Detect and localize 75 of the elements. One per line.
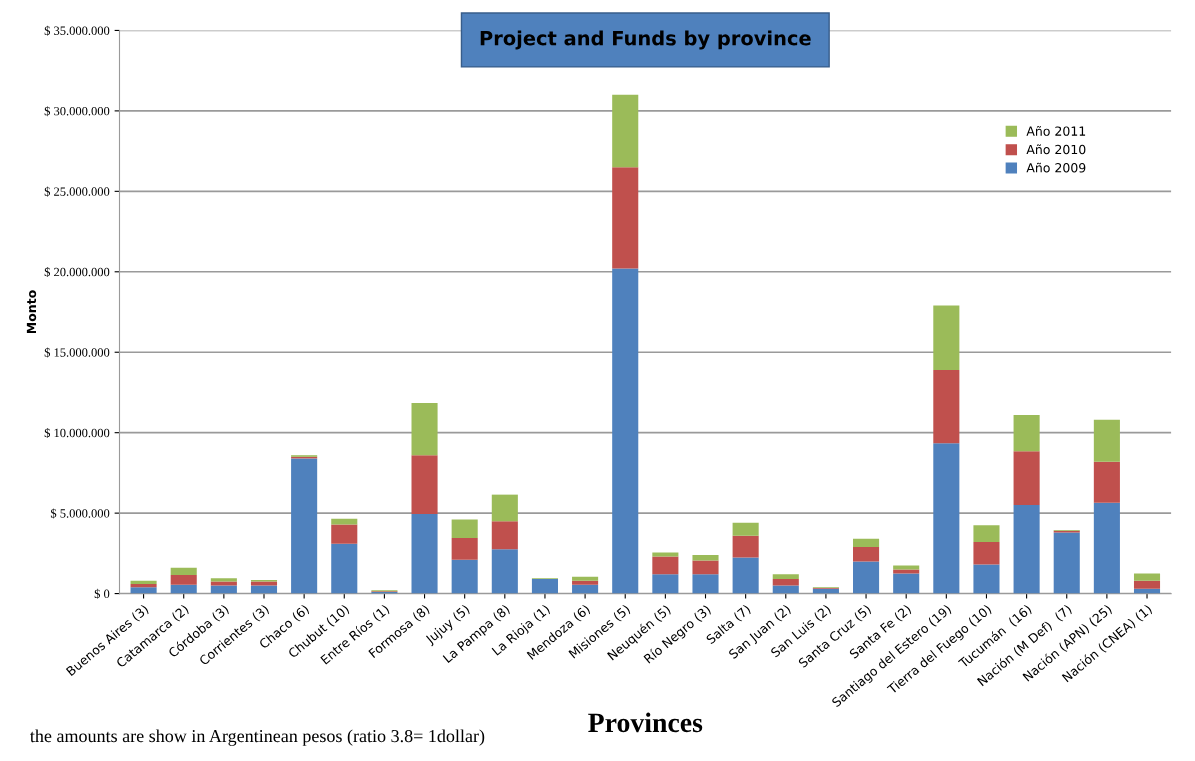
y-axis-title: Monto [26,290,37,334]
bar [451,559,478,594]
bar [732,557,759,594]
bar [933,369,960,444]
bar [331,543,358,594]
bar [853,546,880,562]
bar [210,581,237,586]
bar [411,455,438,514]
bar [291,458,318,594]
bar [170,575,197,585]
bar [130,580,157,584]
bar [692,554,719,561]
bar [491,521,518,550]
y-tick-label: $ 15.000.000 [44,347,110,358]
legend-label: Año 2009 [1026,162,1086,173]
chart-title: Project and Funds by province [480,30,811,50]
bar [692,574,719,594]
y-tick-label: $ 10.000.000 [44,427,110,438]
bar [572,584,599,594]
bar [853,538,880,547]
bar [331,524,358,544]
bar [210,578,237,582]
bar [451,519,478,539]
y-tick-label: $ 30.000.000 [44,106,110,117]
bar [572,580,599,585]
x-axis-title: Provinces [588,712,703,733]
bar [853,561,880,594]
bar [1093,502,1120,594]
bar [612,94,639,168]
y-tick-label: $ 25.000.000 [44,186,110,197]
bar [1093,419,1120,462]
bar [1013,451,1040,506]
bar [732,522,759,536]
bar [130,587,157,594]
bar [973,542,1000,565]
text: the amounts are show in Argentinean pesos (ratio 3.8= 1dollar) [30,729,485,746]
legend-label: Año 2010 [1026,144,1086,155]
y-tick-label: $ 35.000.000 [44,25,110,36]
bar [933,443,960,594]
bar [411,513,438,594]
bar [1053,532,1080,594]
bar [1093,461,1120,503]
bar [652,574,679,594]
bar [893,565,920,570]
bar [1133,573,1161,581]
y-tick-label: $ 5.000.000 [50,508,110,519]
bar [1133,580,1161,589]
bar [572,576,599,581]
bar [170,584,197,594]
bar [491,494,518,522]
bar [973,525,1000,543]
bar [772,579,799,586]
bar [893,569,920,574]
legend-label: Año 2011 [1026,125,1086,136]
bar [130,583,157,588]
bar [531,579,558,594]
bar [1013,414,1040,452]
y-tick-label: $ 0 [94,588,110,599]
bar [491,549,518,594]
bar [1013,505,1040,594]
bar [612,268,639,594]
bar [772,574,799,580]
bar [250,581,278,586]
bar [652,556,679,575]
bar [692,560,719,575]
bar [732,535,759,558]
bar [933,305,960,370]
y-tick-label: $ 20.000.000 [44,267,110,278]
bar [411,402,438,456]
bar [451,538,478,560]
bar [652,552,679,557]
bar [612,167,639,269]
bar [973,564,1000,594]
bar [170,567,197,576]
bar [893,573,920,594]
